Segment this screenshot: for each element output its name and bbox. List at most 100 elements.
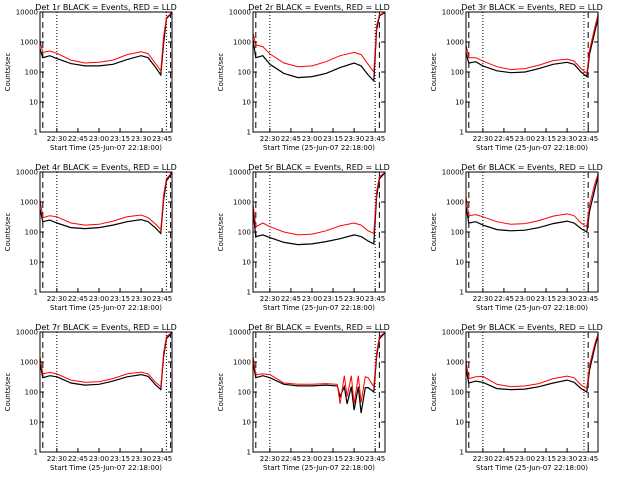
x-tick-label: 23:45 [152, 295, 172, 303]
y-tick-label: 1000 [233, 199, 251, 207]
y-tick-label: 10000 [442, 9, 464, 17]
panel-title: Det 8r BLACK = Events, RED = LLD [248, 323, 390, 332]
panel-title: Det 4r BLACK = Events, RED = LLD [35, 163, 177, 172]
x-tick-label: 22:30 [47, 295, 67, 303]
y-tick-label: 1 [34, 129, 38, 137]
x-tick-label: 23:00 [302, 455, 322, 463]
plot-frame [465, 11, 599, 133]
y-tick-label: 10 [242, 99, 251, 107]
panel-title: Det 9r BLACK = Events, RED = LLD [461, 323, 603, 332]
plot-frame [252, 331, 386, 453]
y-tick-label: 1000 [233, 359, 251, 367]
y-tick-label: 100 [25, 229, 38, 237]
x-tick-label: 22:45 [281, 135, 301, 143]
panel-title: Det 6r BLACK = Events, RED = LLD [461, 163, 603, 172]
x-tick-label: 23:15 [536, 455, 556, 463]
x-tick-label: 23:45 [578, 455, 598, 463]
y-tick-label: 10000 [229, 9, 251, 17]
plot-frame [465, 331, 599, 453]
series-line-black [39, 12, 173, 77]
y-axis-label: Counts/sec [217, 213, 225, 252]
panel-title: Det 5r BLACK = Events, RED = LLD [248, 163, 390, 172]
x-tick-label: 23:30 [131, 135, 151, 143]
panel-det-7: Det 7r BLACK = Events, RED = LLD 1 10 100 10… [4, 323, 177, 472]
y-tick-label: 10 [242, 419, 251, 427]
y-tick-label: 10 [455, 259, 464, 267]
panel-det-1: Det 1r BLACK = Events, RED = LLD 1 10 100 10… [4, 3, 177, 152]
x-axis-label: Start Time (25-Jun-07 22:18:00) [476, 464, 588, 472]
x-tick-label: 23:00 [89, 295, 109, 303]
series-line-red [39, 12, 173, 73]
y-axis-label: Counts/sec [217, 53, 225, 92]
y-tick-label: 100 [238, 69, 251, 77]
x-tick-label: 23:45 [365, 135, 385, 143]
x-tick-label: 23:15 [536, 295, 556, 303]
x-tick-label: 22:45 [494, 455, 514, 463]
x-tick-label: 23:45 [152, 455, 172, 463]
series-line-black [465, 333, 599, 393]
x-tick-label: 23:00 [302, 295, 322, 303]
x-tick-label: 23:30 [557, 135, 577, 143]
x-axis-label: Start Time (25-Jun-07 22:18:00) [50, 304, 162, 312]
series-line-black [39, 172, 173, 235]
y-axis-label: Counts/sec [4, 373, 12, 412]
x-tick-label: 23:15 [110, 135, 130, 143]
panel-det-8: Det 8r BLACK = Events, RED = LLD 1 10 100 10… [217, 323, 390, 472]
y-tick-label: 1 [34, 289, 38, 297]
y-tick-label: 10000 [442, 329, 464, 337]
y-tick-label: 100 [25, 69, 38, 77]
y-tick-label: 10 [455, 419, 464, 427]
x-axis-label: Start Time (25-Jun-07 22:18:00) [263, 144, 375, 152]
y-tick-label: 1000 [233, 39, 251, 47]
x-tick-label: 23:15 [110, 455, 130, 463]
x-axis-label: Start Time (25-Jun-07 22:18:00) [50, 144, 162, 152]
x-tick-label: 23:30 [344, 455, 364, 463]
x-tick-label: 23:30 [131, 455, 151, 463]
series-line-red [465, 172, 599, 228]
y-tick-label: 10 [29, 99, 38, 107]
y-tick-label: 1 [34, 449, 38, 457]
series-line-red [465, 12, 599, 75]
y-tick-label: 100 [238, 229, 251, 237]
y-tick-label: 1000 [20, 359, 38, 367]
x-tick-label: 23:00 [89, 135, 109, 143]
y-tick-label: 1 [460, 129, 464, 137]
plot-frame [465, 171, 599, 293]
x-tick-label: 23:15 [323, 455, 343, 463]
x-tick-label: 23:30 [344, 135, 364, 143]
panel-det-3: Det 3r BLACK = Events, RED = LLD 1 10 100 10… [430, 3, 603, 152]
series-line-red [252, 11, 386, 74]
panel-title: Det 7r BLACK = Events, RED = LLD [35, 323, 177, 332]
x-tick-label: 22:30 [260, 455, 280, 463]
y-tick-label: 10 [29, 259, 38, 267]
series-line-red [465, 332, 599, 390]
x-tick-label: 22:30 [260, 295, 280, 303]
x-tick-label: 22:45 [68, 455, 88, 463]
y-tick-label: 1000 [20, 199, 38, 207]
y-tick-label: 1 [247, 289, 251, 297]
x-tick-label: 23:00 [515, 135, 535, 143]
panel-det-6: Det 6r BLACK = Events, RED = LLD 1 10 100 10… [430, 163, 603, 312]
x-tick-label: 22:45 [68, 295, 88, 303]
y-tick-label: 100 [451, 69, 464, 77]
x-tick-label: 23:15 [323, 135, 343, 143]
panel-det-4: Det 4r BLACK = Events, RED = LLD 1 10 100 10… [4, 163, 177, 312]
y-tick-label: 100 [451, 229, 464, 237]
series-line-black [465, 13, 599, 78]
y-tick-label: 1 [247, 129, 251, 137]
x-tick-label: 22:45 [494, 295, 514, 303]
plot-frame [39, 331, 173, 453]
x-tick-label: 22:30 [260, 135, 280, 143]
x-tick-label: 23:30 [131, 295, 151, 303]
y-tick-label: 1000 [20, 39, 38, 47]
series-line-black [252, 172, 386, 246]
y-tick-label: 10000 [16, 169, 38, 177]
x-axis-label: Start Time (25-Jun-07 22:18:00) [263, 464, 375, 472]
x-tick-label: 22:45 [494, 135, 514, 143]
series-line-black [465, 173, 599, 233]
x-tick-label: 22:45 [281, 455, 301, 463]
y-axis-label: Counts/sec [430, 213, 438, 252]
x-axis-label: Start Time (25-Jun-07 22:18:00) [50, 464, 162, 472]
y-tick-label: 1 [247, 449, 251, 457]
y-axis-label: Counts/sec [430, 373, 438, 412]
